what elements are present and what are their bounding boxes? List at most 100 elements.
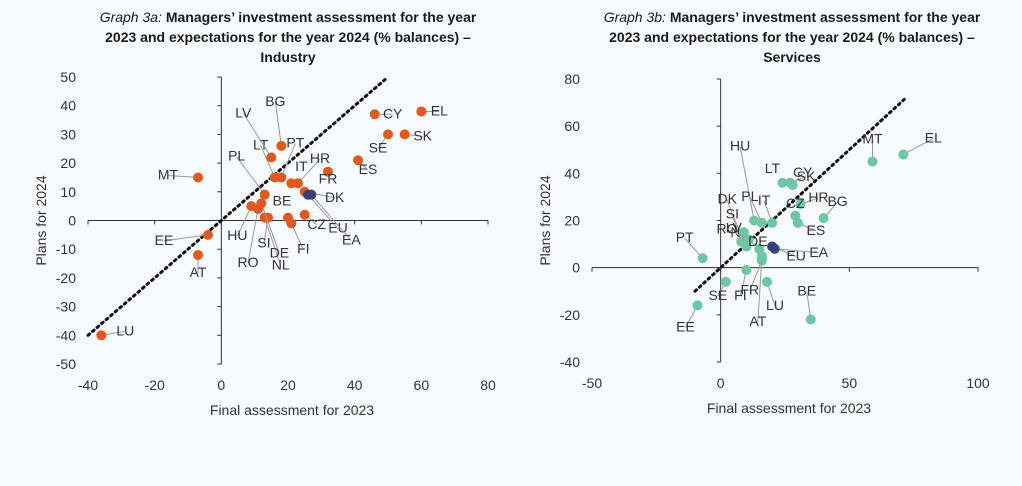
label-leader: [260, 203, 280, 254]
point-label-at: AT: [749, 313, 766, 329]
y-axis-title: Plans for 2024: [537, 175, 553, 265]
x-tick-label: 20: [280, 377, 296, 393]
point-at: [193, 249, 203, 260]
point-label-lt: LT: [765, 160, 781, 176]
chart-title-services: Graph 3b: Managers’ investment assessmen…: [592, 7, 992, 67]
point-label-fi: FI: [734, 287, 746, 303]
point-lv: [266, 152, 277, 163]
x-tick-label: 50: [842, 375, 858, 391]
graph-number-industry: Graph 3a:: [99, 9, 162, 25]
point-ea: [306, 189, 317, 200]
label-leader: [307, 194, 339, 230]
label-leader: [167, 174, 199, 178]
plot-services: -40 -20 0 20 40 60 80 -50 0 50 100 Final assessment…: [537, 71, 990, 416]
graph-number-services: Graph 3b:: [603, 9, 666, 25]
point-ro: [743, 234, 754, 245]
point-label-ee: EE: [676, 318, 695, 334]
point-label-dk: DK: [718, 191, 738, 207]
label-leader: [297, 158, 321, 184]
point-label-mt: MT: [158, 166, 179, 182]
point-label-lt: LT: [253, 136, 269, 152]
point-hr: [795, 198, 806, 209]
label-leader: [260, 145, 276, 178]
graph-title-services: Managers’ investment assessment for the …: [609, 9, 981, 65]
point-label-fr: FR: [741, 282, 760, 298]
y-tick-label: 0: [572, 260, 580, 276]
point-be: [805, 314, 816, 325]
y-tick-label: -20: [56, 270, 76, 286]
point-label-cy: CY: [793, 164, 813, 180]
x-tick-label: -50: [582, 375, 602, 391]
point-label-be: BE: [273, 193, 292, 209]
point-el: [898, 149, 909, 160]
diagonal-line: [693, 96, 908, 293]
x-axis-title: Final assessment for 2023: [707, 400, 871, 416]
x-tick-label: 0: [217, 377, 225, 393]
point-label-fr: FR: [319, 171, 338, 187]
point-label-dk: DK: [325, 189, 345, 205]
point-cz: [299, 209, 310, 220]
point-fr: [323, 166, 333, 177]
point-lu: [761, 276, 772, 287]
point-pt: [697, 253, 708, 264]
point-mt: [867, 156, 878, 167]
point-label-hr: HR: [310, 150, 330, 166]
point-label-pl: PL: [228, 148, 245, 164]
point-label-pt: PT: [286, 134, 304, 150]
point-label-sk: SK: [413, 127, 432, 143]
point-lv: [738, 227, 749, 238]
point-sk: [399, 129, 410, 140]
point-es: [353, 155, 363, 166]
point-label-sk: SK: [797, 168, 816, 184]
x-tick-label: 60: [414, 377, 430, 393]
label-leader: [236, 156, 266, 195]
point-ee: [203, 229, 213, 240]
point-label-it: IT: [295, 158, 308, 174]
point-label-de: DE: [748, 233, 767, 249]
point-label-hu: HU: [227, 227, 247, 243]
y-tick-label: 0: [68, 213, 76, 229]
point-hu: [749, 215, 760, 226]
label-leader: [236, 205, 252, 237]
graph-title-industry: Managers’ investment assessment for the …: [105, 9, 477, 65]
x-axis-title: Final assessment for 2023: [210, 402, 374, 418]
y-tick-label: 40: [564, 165, 580, 181]
point-label-es: ES: [807, 222, 826, 238]
label-leader: [242, 113, 272, 158]
point-label-es: ES: [359, 161, 378, 177]
chart-title-industry: Graph 3a: Managers’ investment assessmen…: [88, 7, 488, 67]
point-label-it: IT: [758, 192, 771, 208]
diagonal-line: [86, 75, 390, 337]
y-tick-label: -30: [56, 299, 76, 315]
y-tick-label: -10: [56, 241, 76, 257]
point-el: [416, 106, 427, 117]
point-label-mt: MT: [862, 131, 883, 147]
x-tick-label: 40: [347, 377, 363, 393]
point-label-bg: BG: [827, 193, 847, 209]
y-tick-label: 40: [60, 98, 76, 114]
label-leader: [264, 217, 282, 266]
y-tick-label: -40: [560, 354, 580, 370]
point-se: [383, 129, 393, 140]
point-mt: [193, 172, 203, 183]
label-leader: [749, 260, 763, 291]
x-tick-label: 80: [480, 377, 496, 393]
point-label-si: SI: [726, 205, 739, 221]
point-ee: [692, 300, 703, 311]
point-label-cy: CY: [383, 105, 403, 121]
point-it: [286, 178, 297, 189]
label-leader: [163, 234, 209, 242]
point-se: [720, 276, 731, 287]
point-label-se: SE: [369, 139, 388, 155]
point-label-pl: PL: [741, 188, 758, 204]
point-label-hu: HU: [730, 138, 750, 154]
point-label-lv: LV: [235, 104, 252, 120]
x-tick-label: 0: [717, 375, 725, 391]
point-label-ro: RO: [716, 220, 737, 236]
point-pl: [756, 217, 767, 228]
point-label-lu: LU: [766, 297, 784, 313]
point-label-be: BE: [797, 283, 816, 299]
point-ea: [769, 243, 780, 254]
